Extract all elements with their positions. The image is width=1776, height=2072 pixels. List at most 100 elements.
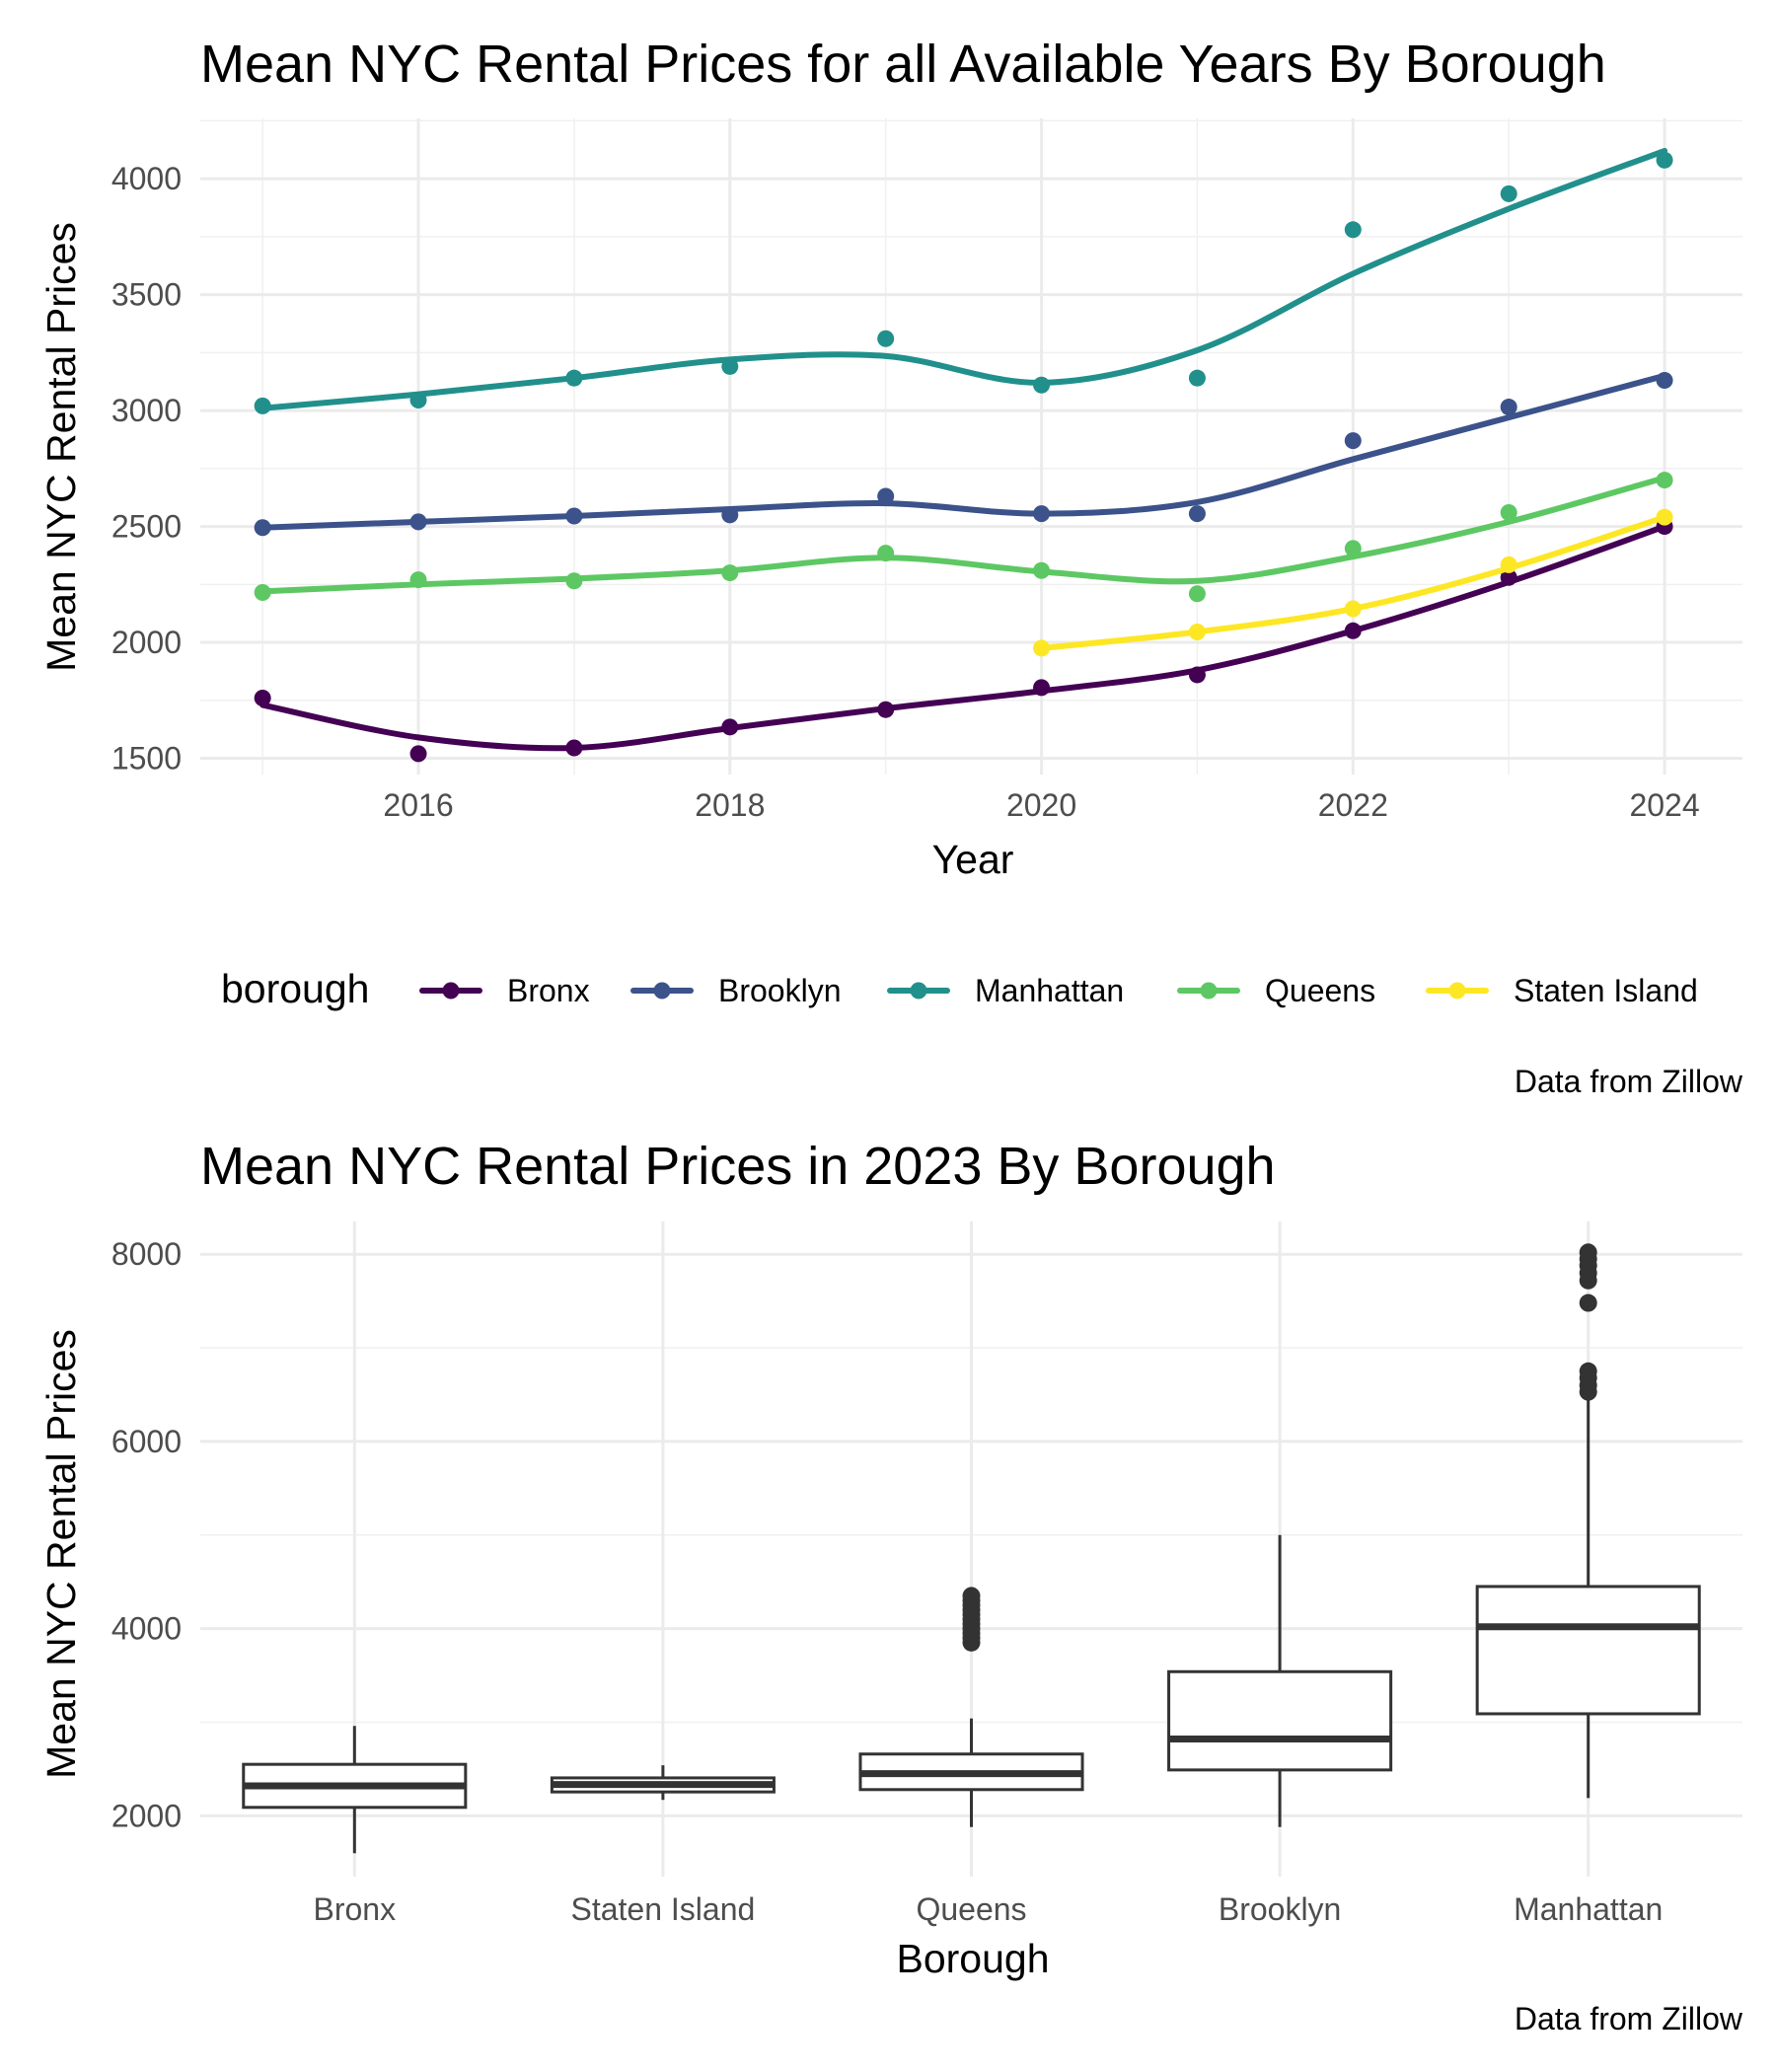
line-chart-y-axis-title: Mean NYC Rental Prices xyxy=(38,222,84,672)
data-point-manhattan xyxy=(721,357,739,375)
legend-key-point xyxy=(1200,982,1218,999)
line-chart-x-ticks: 2016 2018 2020 2022 2024 xyxy=(383,787,1699,823)
legend-item-brooklyn: Brooklyn xyxy=(630,973,842,1008)
data-point-bronx xyxy=(1500,568,1517,586)
data-point-staten-island xyxy=(1033,639,1051,657)
data-point-manhattan xyxy=(1033,376,1051,394)
y-tick-label: 2000 xyxy=(111,625,182,660)
boxplot-title: Mean NYC Rental Prices in 2023 By Boroug… xyxy=(200,1137,1276,1196)
data-point-queens xyxy=(1500,503,1517,521)
legend-item-bronx: Bronx xyxy=(419,973,590,1008)
x-tick-label: Staten Island xyxy=(571,1891,756,1927)
data-point-queens xyxy=(1033,561,1051,579)
series-brooklyn xyxy=(254,372,1673,537)
legend-key-point xyxy=(910,982,927,999)
line-chart-panel: Mean NYC Rental Prices for all Available… xyxy=(38,35,1743,1099)
data-point-brooklyn xyxy=(721,506,739,524)
data-point-bronx xyxy=(565,739,583,757)
data-point-bronx xyxy=(1188,666,1206,684)
data-point-staten-island xyxy=(1656,508,1673,526)
series-line-bronx xyxy=(259,523,1668,752)
data-point-brooklyn xyxy=(254,519,271,537)
y-tick-label: 4000 xyxy=(111,161,182,196)
boxplot-y-axis-title: Mean NYC Rental Prices xyxy=(38,1329,84,1779)
data-point-queens xyxy=(1188,585,1206,603)
line-chart-caption: Data from Zillow xyxy=(1515,1064,1743,1099)
series-line-manhattan xyxy=(259,147,1668,411)
x-tick-label: 2022 xyxy=(1318,787,1388,823)
y-tick-label: 1500 xyxy=(111,741,182,777)
box-manhattan xyxy=(1475,1243,1701,1799)
boxplot-x-ticks: Bronx Staten Island Queens Brooklyn Manhatta… xyxy=(314,1891,1664,1927)
line-chart-legend: borough Bronx Brooklyn Manhattan Queens Stat… xyxy=(221,966,1698,1011)
x-tick-label: 2016 xyxy=(383,787,453,823)
data-point-queens xyxy=(1344,540,1362,557)
line-chart-y-ticks: 1500 2000 2500 3000 3500 4000 xyxy=(111,161,182,776)
data-point-manhattan xyxy=(1656,151,1673,169)
box-brooklyn xyxy=(1167,1534,1393,1827)
y-tick-label: 3500 xyxy=(111,277,182,313)
box-staten-island xyxy=(550,1765,776,1801)
data-point-brooklyn xyxy=(877,487,895,505)
x-tick-label: Queens xyxy=(916,1891,1026,1927)
y-tick-label: 2000 xyxy=(111,1798,182,1833)
data-point-queens xyxy=(409,571,427,589)
box-iqr xyxy=(1167,1669,1393,1772)
legend-key-point xyxy=(1448,982,1466,999)
data-point-bronx xyxy=(877,701,895,718)
outlier-point xyxy=(962,1587,981,1605)
legend-title: borough xyxy=(221,966,369,1011)
data-point-queens xyxy=(877,545,895,562)
y-tick-label: 4000 xyxy=(111,1611,182,1647)
y-tick-label: 2500 xyxy=(111,509,182,545)
legend-key-point xyxy=(653,982,671,999)
data-point-manhattan xyxy=(1344,221,1362,239)
boxplot-boxes xyxy=(242,1243,1701,1854)
data-point-brooklyn xyxy=(409,513,427,531)
outlier-point xyxy=(1579,1243,1597,1262)
legend-label: Bronx xyxy=(507,973,590,1008)
legend-key-point xyxy=(442,982,460,999)
data-point-bronx xyxy=(1033,679,1051,697)
boxplot-caption: Data from Zillow xyxy=(1515,2001,1743,2036)
data-point-staten-island xyxy=(1188,623,1206,640)
legend-label: Queens xyxy=(1265,973,1375,1008)
data-point-queens xyxy=(1656,472,1673,489)
x-tick-label: Brooklyn xyxy=(1219,1891,1342,1927)
legend-label: Manhattan xyxy=(975,973,1124,1008)
data-point-brooklyn xyxy=(1656,372,1673,390)
data-point-brooklyn xyxy=(565,507,583,525)
boxplot-x-axis-title: Borough xyxy=(896,1936,1049,1981)
boxplot-panel: Mean NYC Rental Prices in 2023 By Boroug… xyxy=(38,1137,1743,2036)
x-tick-label: 2020 xyxy=(1006,787,1076,823)
data-point-bronx xyxy=(254,689,271,706)
line-chart-gridlines xyxy=(200,118,1742,775)
data-point-bronx xyxy=(1344,622,1362,639)
series-line-brooklyn xyxy=(259,372,1668,531)
series-line-queens xyxy=(259,475,1668,595)
x-tick-label: 2018 xyxy=(695,787,765,823)
data-point-manhattan xyxy=(565,369,583,387)
data-point-manhattan xyxy=(877,330,895,347)
line-chart-x-axis-title: Year xyxy=(932,837,1014,882)
data-point-queens xyxy=(721,564,739,582)
data-point-queens xyxy=(565,572,583,590)
y-tick-label: 6000 xyxy=(111,1424,182,1459)
legend-label: Brooklyn xyxy=(718,973,842,1008)
legend-item-manhattan: Manhattan xyxy=(887,973,1124,1008)
data-point-brooklyn xyxy=(1500,399,1517,416)
line-chart-title: Mean NYC Rental Prices for all Available… xyxy=(200,35,1606,94)
data-point-staten-island xyxy=(1500,555,1517,573)
outlier-point xyxy=(1579,1362,1597,1380)
data-point-manhattan xyxy=(1188,369,1206,387)
data-point-staten-island xyxy=(1344,600,1362,618)
x-tick-label: Bronx xyxy=(314,1891,397,1927)
series-queens xyxy=(254,472,1673,603)
x-tick-label: Manhattan xyxy=(1514,1891,1663,1927)
series-manhattan xyxy=(254,147,1673,414)
legend-item-staten-island: Staten Island xyxy=(1426,973,1698,1008)
legend-label: Staten Island xyxy=(1514,973,1698,1008)
data-point-bronx xyxy=(721,718,739,736)
data-point-brooklyn xyxy=(1188,505,1206,523)
